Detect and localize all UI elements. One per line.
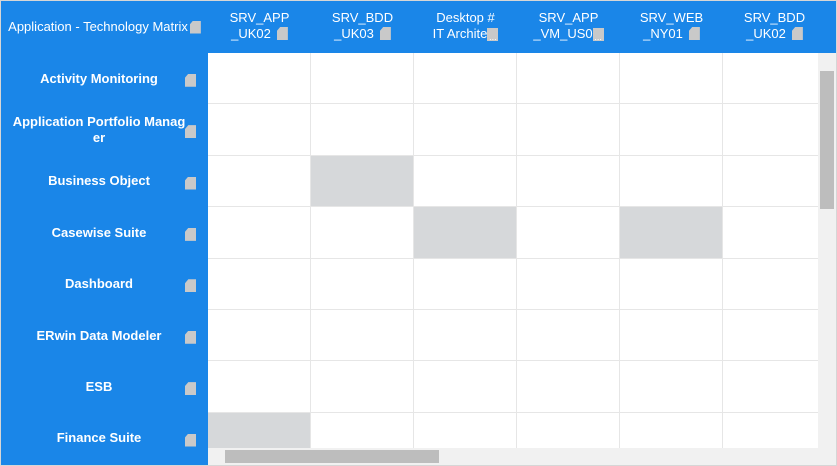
menu-icon[interactable] [185, 382, 196, 396]
vertical-scrollbar[interactable] [818, 53, 836, 448]
column-header-line: _UK03 [311, 26, 414, 42]
column-header: SRV_WEB _NY01 [620, 10, 723, 50]
matrix-cell[interactable] [311, 412, 414, 448]
matrix-cell[interactable] [723, 361, 818, 413]
matrix-cell[interactable] [723, 259, 818, 310]
matrix-cell[interactable] [208, 53, 311, 105]
matrix-cell[interactable] [414, 361, 517, 413]
row-label: ESB [85, 379, 113, 395]
row-label: Dashboard [65, 276, 133, 292]
column-header: SRV_BDD _UK02 [723, 10, 826, 50]
matrix-cell[interactable] [208, 310, 311, 362]
matrix-cell[interactable] [723, 207, 818, 259]
row-label: Casewise Suite [51, 224, 147, 240]
row-label: Activity Monitoring [40, 70, 158, 86]
matrix-cell[interactable] [723, 53, 818, 105]
matrix-cell[interactable] [517, 310, 620, 362]
matrix-cell[interactable] [620, 412, 723, 448]
matrix-cell[interactable] [208, 104, 311, 156]
column-header-line: SRV_APP [538, 10, 599, 25]
menu-icon[interactable] [688, 27, 700, 40]
column-header-line: SRV_BDD [743, 10, 806, 25]
matrix-cell[interactable] [723, 310, 818, 362]
menu-icon[interactable] [791, 27, 803, 40]
matrix-cell[interactable] [311, 361, 414, 413]
matrix-cell[interactable] [208, 155, 311, 208]
menu-icon[interactable] [185, 176, 196, 190]
column-header-line: SRV_APP [229, 10, 290, 25]
horizontal-scrollbar[interactable] [208, 448, 836, 465]
scroll-thumb[interactable] [820, 71, 834, 209]
matrix-cell[interactable] [208, 361, 311, 413]
matrix-cell[interactable] [517, 258, 620, 310]
matrix-cell[interactable] [723, 104, 818, 156]
matrix-cell[interactable] [517, 412, 620, 448]
matrix-cell[interactable] [517, 104, 620, 156]
matrix-cell[interactable] [620, 258, 723, 310]
menu-icon[interactable] [185, 279, 196, 293]
matrix-cell[interactable] [414, 53, 517, 105]
column-header-line: _VM_US0... [533, 26, 604, 42]
matrix-cell[interactable] [208, 258, 311, 310]
column-header-line: Desktop # [436, 10, 495, 25]
row-label: Application Portfolio Manager [12, 114, 186, 146]
matrix-cell[interactable] [723, 413, 818, 448]
column-header: SRV_APP _UK02 [208, 10, 311, 50]
matrix-cell[interactable] [414, 412, 517, 448]
matrix-cell[interactable] [311, 53, 414, 105]
matrix-cell[interactable] [620, 155, 723, 208]
matrix-cell[interactable] [517, 155, 620, 208]
menu-icon[interactable] [379, 27, 391, 40]
matrix-cell[interactable] [311, 207, 414, 259]
column-header-line: IT Archite... [432, 26, 499, 42]
matrix-cell[interactable] [311, 155, 414, 208]
menu-icon[interactable] [185, 433, 196, 447]
matrix-cell[interactable] [311, 258, 414, 310]
row-label: Business Object [48, 173, 150, 189]
menu-icon[interactable] [185, 125, 196, 139]
matrix-cell[interactable] [311, 310, 414, 362]
menu-icon[interactable] [185, 73, 196, 87]
ellipsis-icon: ... [592, 28, 604, 42]
matrix-cell[interactable] [620, 104, 723, 156]
column-header: Desktop # IT Archite... [414, 10, 517, 50]
matrix-title: Application - Technology Matrix [1, 1, 208, 53]
matrix-cell[interactable] [517, 361, 620, 413]
column-header-line: SRV_WEB [639, 10, 704, 25]
column-header: SRV_APP _VM_US0... [517, 10, 620, 50]
matrix-cell[interactable] [517, 207, 620, 259]
matrix-cell[interactable] [620, 207, 723, 259]
matrix-cell[interactable] [620, 310, 723, 362]
matrix-cell[interactable] [414, 155, 517, 208]
ellipsis-icon: ... [487, 28, 499, 42]
matrix-cell[interactable] [208, 207, 311, 259]
matrix-cell[interactable] [414, 104, 517, 156]
column-header-line: _NY01 [620, 26, 723, 42]
matrix-cell[interactable] [620, 361, 723, 413]
matrix-cell[interactable] [414, 258, 517, 310]
matrix-cell[interactable] [517, 53, 620, 105]
matrix-cell[interactable] [414, 207, 517, 259]
grid [208, 53, 818, 448]
matrix-cell[interactable] [311, 104, 414, 156]
menu-icon[interactable] [276, 27, 288, 40]
row-label: Finance Suite [56, 430, 142, 446]
matrix-cell[interactable] [414, 310, 517, 362]
row-label: ERwin Data Modeler [36, 327, 162, 343]
row-header-column [1, 1, 208, 465]
title-text: Application - Technology Matrix [8, 19, 188, 34]
menu-icon[interactable] [185, 330, 196, 344]
menu-icon[interactable] [185, 227, 196, 241]
column-header-line: _UK02 [723, 26, 826, 42]
scroll-thumb[interactable] [225, 450, 439, 463]
matrix-cell[interactable] [620, 53, 723, 105]
matrix-cell[interactable] [723, 156, 818, 208]
menu-icon[interactable] [189, 20, 201, 34]
column-header-line: _UK02 [208, 26, 311, 42]
column-header: SRV_BDD _UK03 [311, 10, 414, 50]
matrix-cell[interactable] [208, 412, 311, 448]
column-header-line: SRV_BDD [331, 10, 394, 25]
